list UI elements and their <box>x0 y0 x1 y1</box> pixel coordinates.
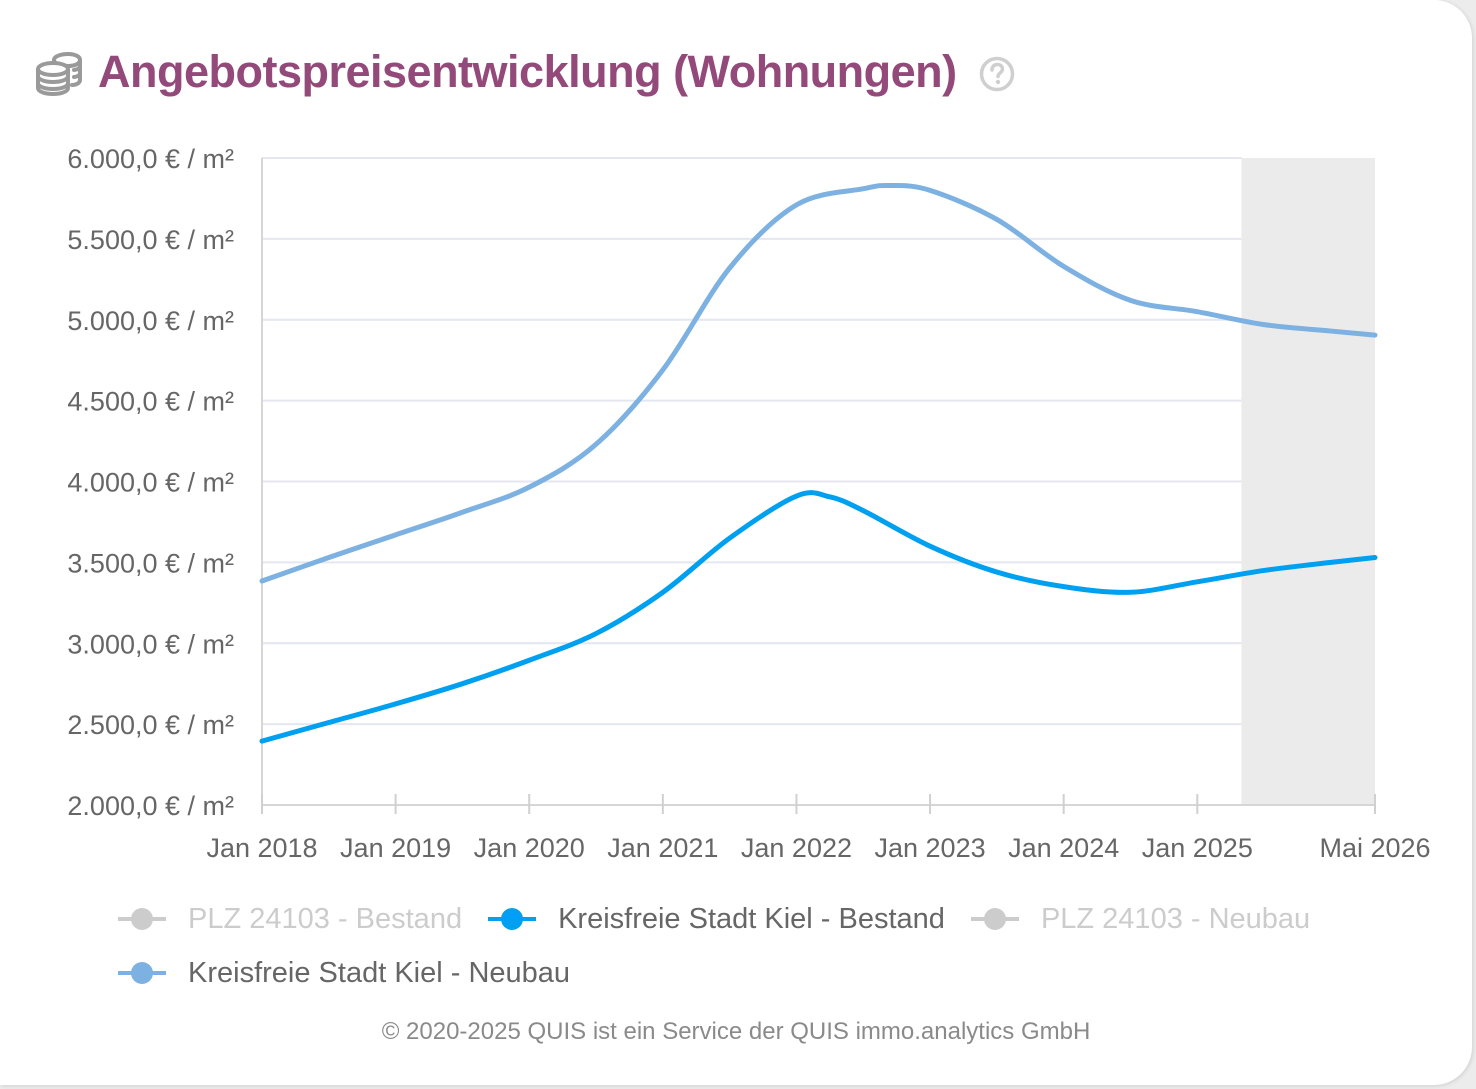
legend-marker-icon <box>118 962 166 984</box>
x-tick-label: Mai 2026 <box>1319 833 1430 863</box>
coins-icon <box>36 51 82 96</box>
series-line-kreisfreie-stadt-kiel-neubau <box>259 182 1378 584</box>
y-tick-label: 4.000,0 € / m² <box>67 468 234 498</box>
y-tick-label: 2.500,0 € / m² <box>67 710 234 740</box>
chart-legend: PLZ 24103 - Bestand Kreisfreie Stadt Kie… <box>118 892 1398 1000</box>
x-tick-label: Jan 2020 <box>474 833 585 863</box>
legend-label: PLZ 24103 - Bestand <box>188 902 463 935</box>
legend-item-kiel-bestand[interactable]: Kreisfreie Stadt Kiel - Bestand <box>488 903 945 936</box>
x-tick-label: Jan 2024 <box>1008 833 1119 863</box>
legend-marker-icon <box>970 908 1019 930</box>
y-tick-label: 5.000,0 € / m² <box>67 306 234 336</box>
y-tick-label: 2.000,0 € / m² <box>67 791 234 821</box>
x-tick-label: Jan 2023 <box>875 833 986 863</box>
x-tick-label: Jan 2025 <box>1142 833 1253 863</box>
chart-title: Angebotspreisentwicklung (Wohnungen) <box>98 46 957 97</box>
line-chart: 6.000,0 € / m² 5.500,0 € / m² 5.000,0 € / … <box>67 144 1430 863</box>
y-tick-label: 5.500,0 € / m² <box>67 225 234 255</box>
y-tick-label: 3.500,0 € / m² <box>67 548 234 578</box>
y-tick-label: 3.000,0 € / m² <box>67 629 234 659</box>
legend-marker-icon <box>118 908 166 930</box>
legend-item-plz-neubau[interactable]: PLZ 24103 - Neubau <box>970 902 1311 936</box>
forecast-region <box>1241 158 1375 805</box>
y-tick-label: 6.000,0 € / m² <box>67 144 234 174</box>
card-header: Angebotspreisentwicklung (Wohnungen) <box>34 40 1015 104</box>
legend-row: PLZ 24103 - Bestand Kreisfreie Stadt Kie… <box>118 892 1398 946</box>
legend-item-plz-bestand[interactable]: PLZ 24103 - Bestand <box>118 903 462 936</box>
help-circle-icon[interactable] <box>979 56 1015 92</box>
x-tick-label: Jan 2019 <box>340 833 451 863</box>
copyright-footer: © 2020-2025 QUIS ist ein Service der QUI… <box>381 1018 1091 1045</box>
legend-label: Kreisfreie Stadt Kiel - Neubau <box>188 956 571 989</box>
x-tick-label: Jan 2021 <box>607 833 718 863</box>
series-line-kreisfreie-stadt-kiel-bestand <box>259 490 1378 744</box>
legend-label: PLZ 24103 - Neubau <box>1040 902 1311 935</box>
legend-label: Kreisfreie Stadt Kiel - Bestand <box>558 902 945 935</box>
legend-item-kiel-neubau[interactable]: Kreisfreie Stadt Kiel - Neubau <box>118 957 570 990</box>
x-tick-label: Jan 2022 <box>741 833 852 863</box>
x-tick-label: Jan 2018 <box>206 833 317 863</box>
y-tick-label: 4.500,0 € / m² <box>67 387 234 417</box>
legend-row: Kreisfreie Stadt Kiel - Neubau <box>118 946 1398 1000</box>
legend-marker-icon <box>488 908 537 930</box>
